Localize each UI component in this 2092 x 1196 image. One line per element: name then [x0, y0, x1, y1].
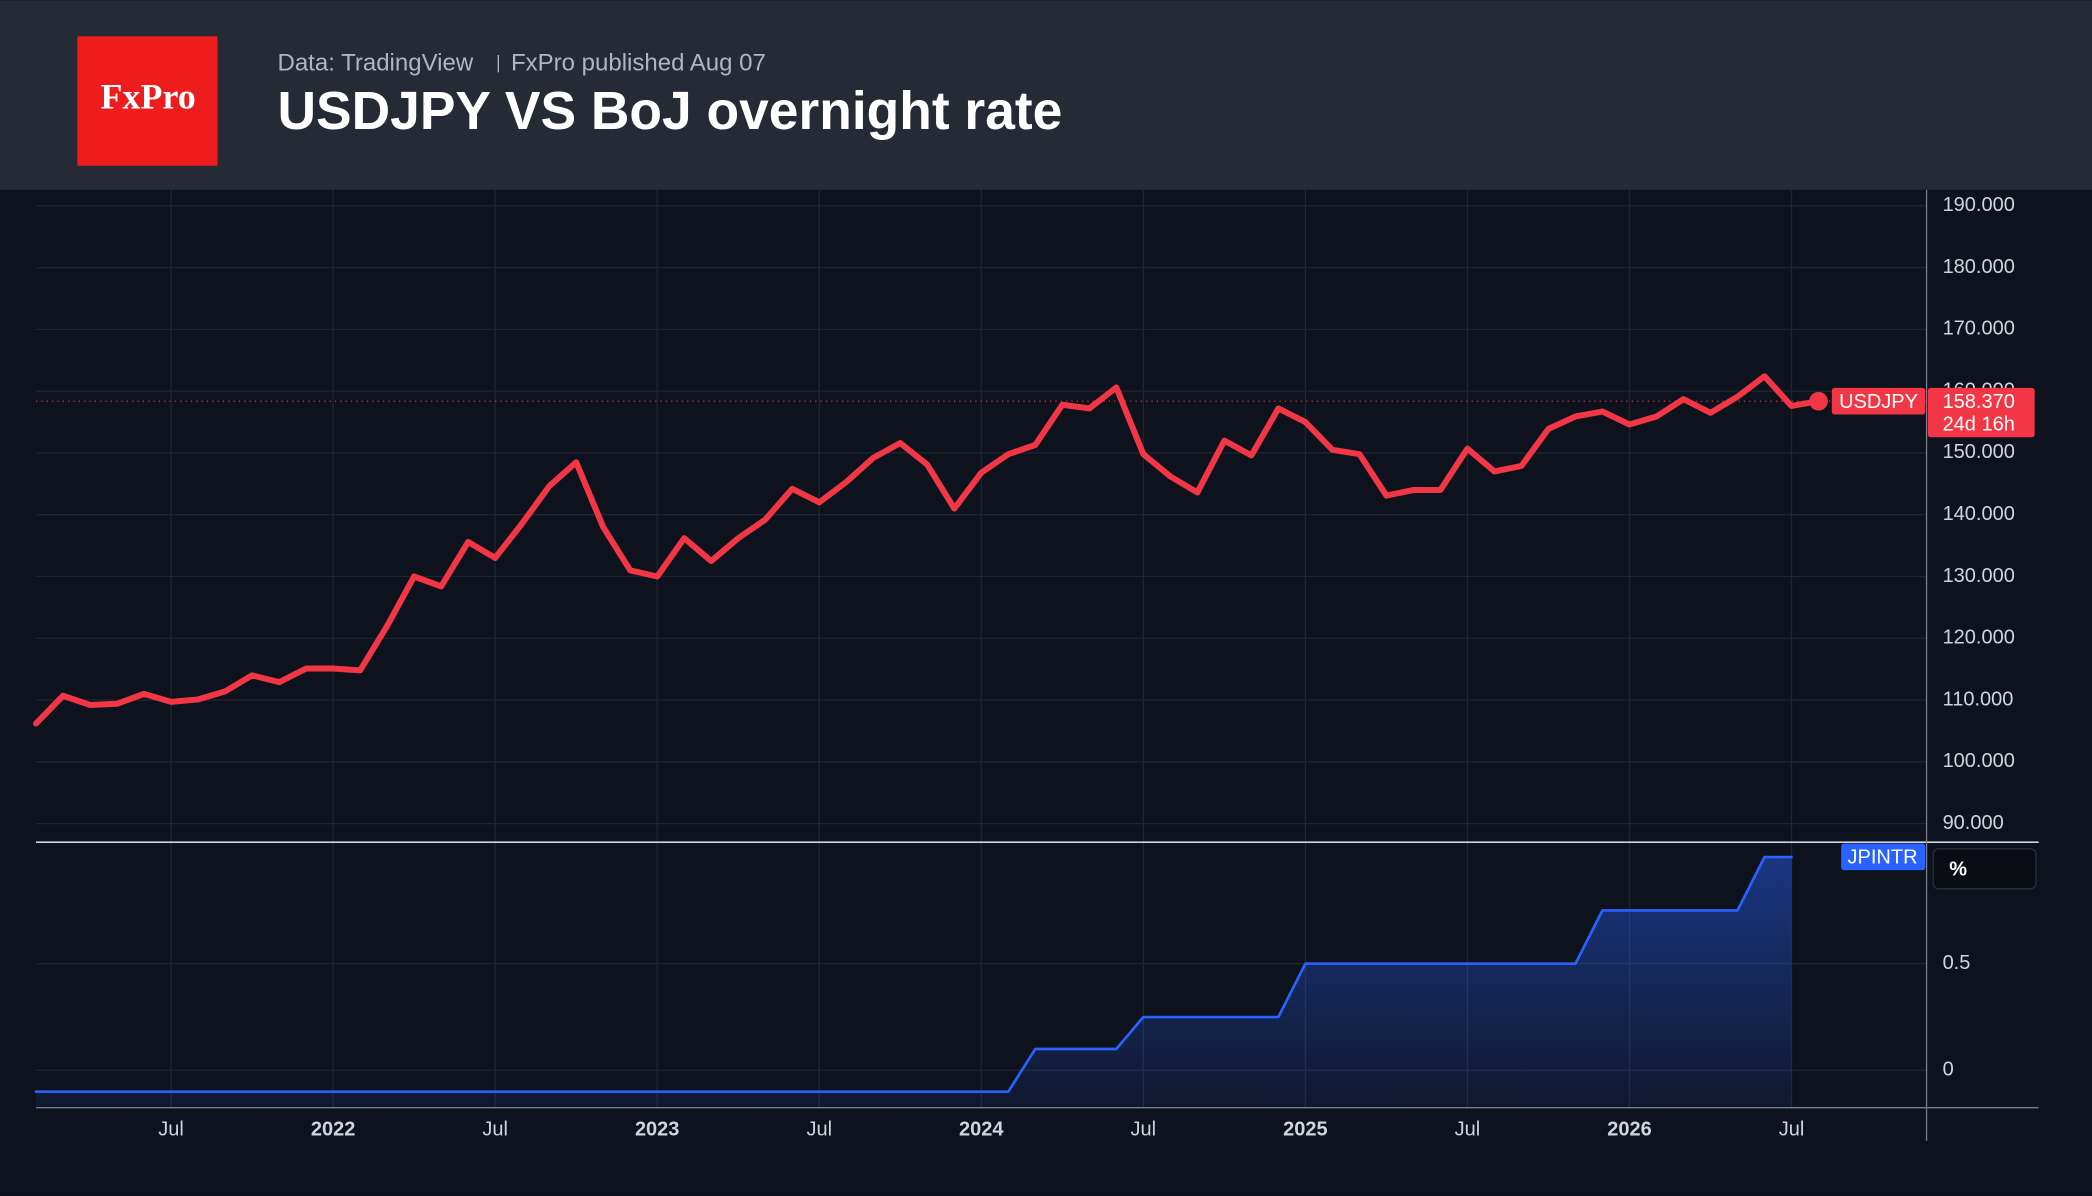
- y2-tick-label: 0: [1943, 1059, 1954, 1081]
- chart-title: USDJPY VS BoJ overnight rate: [278, 82, 1063, 141]
- y-tick-label: 100.000: [1943, 750, 2015, 772]
- countdown: 24d 16h: [1943, 414, 2015, 436]
- y-tick-label: 90.000: [1943, 812, 2004, 834]
- series-label-box: [1841, 843, 1926, 871]
- x-tick-label: 2022: [311, 1119, 356, 1141]
- line: [34, 855, 1793, 1093]
- y-tick-label: 110.000: [1943, 688, 2014, 710]
- x-tick-label: Jul: [482, 1119, 508, 1141]
- x-tick-label: 2023: [635, 1119, 680, 1141]
- unit-box: [1932, 848, 2037, 890]
- series-label: USDJPY: [1839, 391, 1918, 413]
- series-label: JPINTR: [1848, 846, 1918, 868]
- plot-area: Jul 2022 Jul 2023 Jul 2024 Jul 2025 Jul 2026 Jul 90…: [33, 189, 2039, 1142]
- unit-label: %: [1949, 858, 1967, 880]
- y-tick-label: 140.000: [1943, 503, 2015, 525]
- series-label-box: [1831, 387, 1926, 415]
- last-point: [1809, 391, 1828, 411]
- y-tick-label: 120.000: [1943, 627, 2015, 649]
- x-tick-label: Jul: [806, 1119, 832, 1141]
- price-label: 158.370: [1943, 391, 2015, 413]
- x-tick-label: 2026: [1607, 1119, 1652, 1141]
- header-band: [0, 0, 2092, 190]
- logo-box: [77, 36, 218, 166]
- y2-tick-label: 0.5: [1943, 952, 1971, 974]
- publisher: FxPro published Aug 07: [511, 50, 766, 77]
- y-tick-label: 130.000: [1943, 565, 2015, 587]
- x-tick-label: 2025: [1283, 1119, 1328, 1141]
- x-tick-label: Jul: [1455, 1119, 1481, 1141]
- x-tick-label: Jul: [158, 1119, 184, 1141]
- y-tick-label: 190.000: [1943, 194, 2015, 216]
- x-tick-label: Jul: [1131, 1119, 1157, 1141]
- price-label-box: [1927, 387, 2035, 438]
- line: [33, 373, 1822, 727]
- area: [36, 857, 1792, 1108]
- y-tick-label: 180.000: [1943, 256, 2015, 278]
- x-tick-label: Jul: [1779, 1119, 1805, 1141]
- x-tick-label: 2024: [959, 1119, 1004, 1141]
- logo: FxPro: [100, 77, 195, 117]
- source: Data: TradingView: [278, 50, 474, 77]
- y-tick-label: 170.000: [1943, 318, 2015, 340]
- y-tick-label: 150.000: [1943, 441, 2015, 463]
